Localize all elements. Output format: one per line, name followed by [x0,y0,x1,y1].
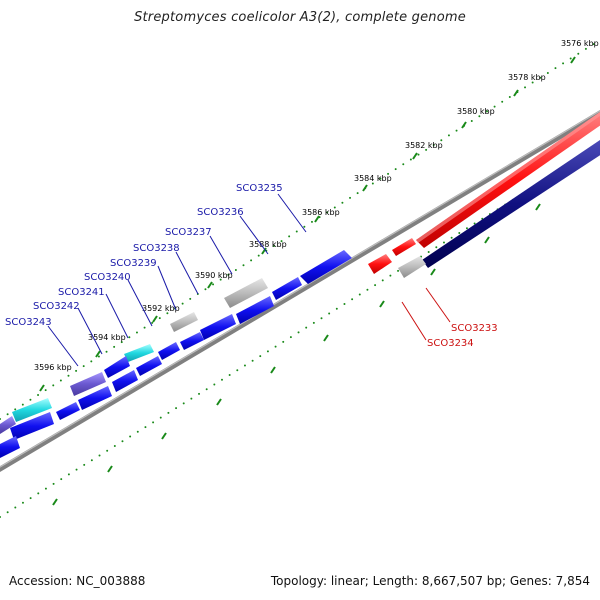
gene-red-1[interactable] [392,238,416,256]
accession-label: Accession: NC_003888 [9,574,146,588]
upper-tick-line [0,39,600,420]
gene-label-leaders-blue [47,193,307,367]
gene-label: SCO3243 [5,317,52,328]
kbp-label: 3590 kbp [195,271,233,280]
forward-strand-band[interactable] [416,112,600,248]
gene-label: SCO3240 [84,272,131,283]
kbp-label: 3584 kbp [354,174,392,183]
genome-stats-label: Topology: linear; Length: 8,667,507 bp; … [270,574,590,588]
lower-tick-line [0,145,600,518]
gene-label: SCO3234 [427,338,474,349]
kbp-label: 3594 kbp [88,333,126,342]
gene-labels-red: SCO3233 SCO3234 [427,323,498,349]
upper-gene-row[interactable] [0,250,352,434]
gene-grey-red-region[interactable] [398,256,426,278]
gene-label: SCO3236 [197,207,244,218]
upper-major-ticks [39,56,576,392]
kbp-label: 3596 kbp [34,363,72,372]
gene-label: SCO3238 [133,243,180,254]
gene-label: SCO3242 [33,301,80,312]
gene-label: SCO3239 [110,258,157,269]
kbp-label: 3582 kbp [405,141,443,150]
genome-backbone [0,110,600,472]
reverse-strand-band[interactable] [422,140,600,268]
kbp-label: 3586 kbp [302,208,340,217]
kbp-label: 3576 kbp [561,39,599,48]
kbp-label: 3580 kbp [457,107,495,116]
gene-label: SCO3235 [236,183,283,194]
gene-labels-blue: SCO3235 SCO3236 SCO3237 SCO3238 SCO3239 … [5,183,283,328]
kbp-labels: 3576 kbp 3578 kbp 3580 kbp 3582 kbp 3584… [34,39,599,372]
kbp-label: 3592 kbp [142,304,180,313]
gene-label-leaders-red [401,287,451,341]
kbp-label: 3578 kbp [508,73,546,82]
kbp-label: 3588 kbp [249,240,287,249]
genome-title: Streptomyces coelicolor A3(2), complete … [134,10,466,25]
gene-red-2[interactable] [368,254,392,274]
gene-label: SCO3233 [451,323,498,334]
gene-label: SCO3241 [58,287,105,298]
lower-gene-row[interactable] [0,296,274,458]
gene-label: SCO3237 [165,227,212,238]
